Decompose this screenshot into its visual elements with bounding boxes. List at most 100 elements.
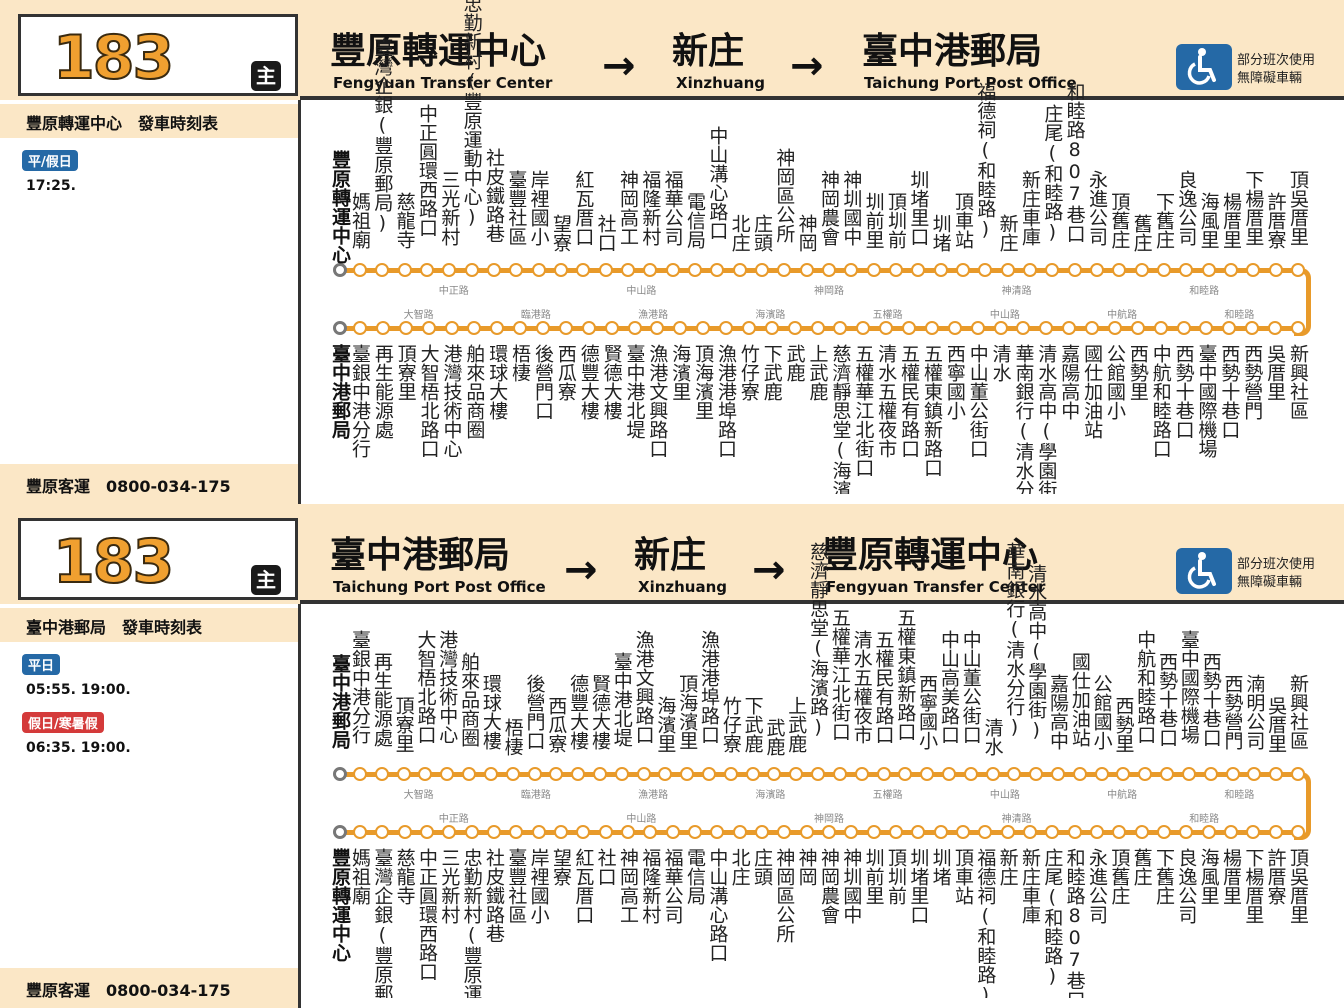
stop-label: 三光新村 — [438, 848, 461, 924]
stop-label: 清水 — [989, 344, 1012, 382]
stop-label: 良逸公司 — [1175, 848, 1198, 924]
stop-marker — [549, 767, 564, 781]
stop-marker — [1107, 321, 1122, 335]
stop-label: 臺中港北堤 — [623, 344, 646, 439]
stop-marker — [767, 767, 782, 781]
stop-marker — [688, 825, 702, 839]
stop-marker — [1051, 767, 1066, 781]
stop-marker — [902, 321, 917, 335]
stop-marker — [598, 263, 613, 277]
header-divider — [300, 600, 1344, 604]
stop-label: 後營門口 — [523, 674, 546, 750]
stop-label: 中正圓環西路口 — [416, 104, 438, 237]
road-label: 海濱路 — [711, 786, 829, 801]
stop-marker — [933, 263, 948, 277]
stop-label: 良逸公司 — [1175, 170, 1198, 246]
stop-marker — [621, 263, 635, 277]
footer-band — [0, 968, 298, 1008]
stop-label: 舶來品商圈 — [463, 344, 486, 439]
stop-marker — [719, 321, 734, 335]
stop-marker — [963, 767, 978, 781]
stop-label: 新興社區 — [1287, 674, 1309, 750]
stop-marker — [1181, 767, 1196, 781]
stop-label: 下楊厝里 — [1242, 170, 1265, 246]
stop-label: 頂舊庄 — [1108, 848, 1131, 905]
schedule-title: 豐原轉運中心 發車時刻表 — [26, 114, 219, 133]
stop-marker — [889, 263, 903, 277]
stop-label: 新庄 — [996, 848, 1019, 886]
stop-marker — [710, 825, 725, 839]
day-badge: 假日/寒暑假 — [22, 712, 104, 733]
stop-label: 賢德大樓 — [600, 344, 623, 420]
stop-marker — [947, 321, 962, 335]
to-stop-zh: 臺中港郵局 — [862, 31, 1043, 72]
stop-marker — [799, 263, 814, 277]
stop-marker — [490, 321, 505, 335]
road-label: 和睦路 — [1180, 786, 1298, 801]
stop-marker — [1224, 825, 1238, 839]
stop-label: 神岡區公所 — [773, 848, 796, 943]
stop-marker — [509, 825, 524, 839]
stop-marker — [636, 767, 651, 781]
stop-label: 電信局 — [684, 192, 706, 249]
stop-label: 清水高中(學園街) — [1025, 564, 1048, 741]
stop-label: 神岡 — [795, 214, 818, 252]
stop-marker — [374, 767, 389, 781]
arrow-icon: → — [602, 43, 636, 89]
stop-label: 五權華江北街口 — [828, 608, 851, 741]
side-divider — [298, 604, 301, 1008]
stop-label: 後營門口 — [532, 344, 555, 420]
schedule-header — [0, 608, 298, 642]
road-label: 和睦路 — [1180, 306, 1298, 321]
from-stop-en: Taichung Port Post Office — [333, 578, 546, 596]
stop-label: 五權東鎮新路口 — [894, 608, 917, 741]
stop-label: 岸裡國小 — [527, 170, 550, 246]
stop-label: 福華公司 — [661, 848, 684, 924]
stop-label: 媽祖廟 — [349, 848, 371, 905]
stop-marker — [375, 825, 390, 839]
stop-marker — [531, 263, 546, 277]
stop-label: 吳厝里 — [1265, 696, 1288, 753]
stop-label: 新庄車庫 — [1019, 848, 1041, 924]
day-badge: 平日 — [22, 654, 61, 675]
operator-contact: 豐原客運 0800-034-175 — [26, 981, 231, 1000]
road-label: 中航路 — [1063, 306, 1181, 321]
stop-label: 西瓜寮 — [545, 696, 568, 753]
stop-marker — [665, 825, 680, 839]
timetable-panel-1: 183 主 豐原轉運中心 Fengyuan Transfer Center → … — [0, 0, 1344, 504]
stop-marker — [1291, 825, 1305, 839]
stop-label: 和睦路807巷口 — [1063, 82, 1086, 243]
stop-label: 新庄車庫 — [1019, 170, 1041, 246]
road-label: 中航路 — [1063, 786, 1181, 801]
accessibility-line-2: 無障礙車輛 — [1237, 575, 1303, 590]
stop-marker — [1176, 321, 1191, 335]
stop-marker — [1016, 321, 1031, 335]
stop-marker — [856, 321, 871, 335]
road-label: 中山路 — [946, 786, 1064, 801]
stop-marker — [866, 263, 881, 277]
timetable-panel-2: 183 主 臺中港郵局 Taichung Port Post Office → … — [0, 504, 1344, 1008]
road-label: 大智路 — [360, 786, 478, 801]
stop-marker — [1222, 321, 1237, 335]
stop-label: 望寮 — [550, 214, 572, 252]
stop-marker — [1224, 263, 1238, 277]
stop-label: 紅瓦厝口 — [572, 848, 595, 924]
stop-marker — [1160, 767, 1175, 781]
stop-label: 臺豐社區 — [505, 848, 528, 924]
stop-marker — [554, 263, 568, 277]
stop-label: 上武鹿 — [785, 696, 808, 753]
stop-label: 頂吳厝里 — [1287, 170, 1309, 246]
stop-label: 國仕加油站 — [1081, 344, 1104, 439]
stop-marker — [353, 321, 367, 335]
stop-marker — [1067, 825, 1082, 839]
stop-marker — [1153, 321, 1168, 335]
stop-label: 頂圳前 — [885, 192, 907, 249]
stop-label: 湳明公司 — [1243, 674, 1266, 750]
stop-marker — [680, 767, 695, 781]
stop-marker — [581, 321, 596, 335]
stop-marker — [353, 825, 367, 839]
stop-marker — [933, 825, 948, 839]
stop-label: 頂海濱里 — [692, 344, 715, 420]
stop-marker — [1023, 825, 1037, 839]
stop-label: 漁港文興路口 — [632, 630, 655, 744]
